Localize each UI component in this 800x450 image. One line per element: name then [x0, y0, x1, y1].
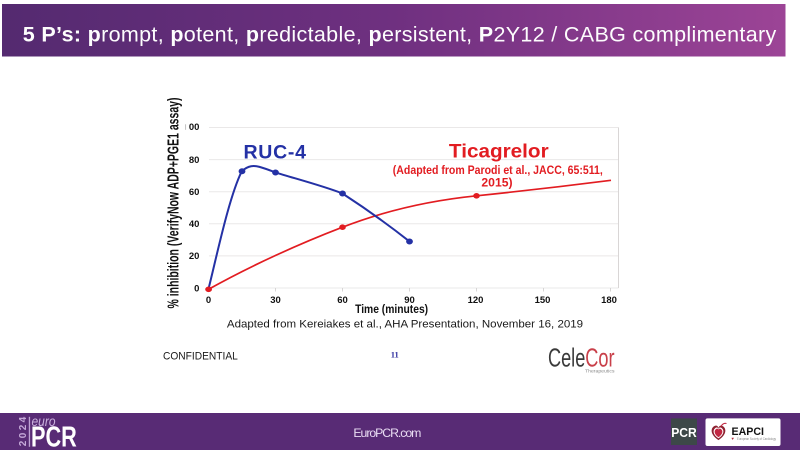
- svg-text:% inhibition (VerifyNow ADP+PG: % inhibition (VerifyNow ADP+PGE1 assay): [166, 98, 183, 309]
- svg-text:30: 30: [270, 295, 281, 306]
- svg-text:60: 60: [189, 187, 200, 198]
- svg-text:80: 80: [189, 155, 200, 166]
- svg-text:40: 40: [189, 219, 200, 230]
- svg-text:100: 100: [184, 122, 200, 133]
- svg-text:PCR: PCR: [671, 425, 697, 440]
- svg-text:11: 11: [391, 350, 399, 360]
- svg-text:20: 20: [189, 251, 200, 262]
- svg-text:♥: ♥: [732, 436, 735, 441]
- svg-text:150: 150: [535, 295, 551, 306]
- svg-text:EuroPCR.com: EuroPCR.com: [353, 426, 421, 440]
- svg-text:0: 0: [206, 295, 211, 306]
- svg-text:CeleCor: CeleCor: [548, 343, 615, 373]
- svg-text:EAPCI: EAPCI: [732, 426, 765, 438]
- svg-text:120: 120: [468, 295, 484, 306]
- svg-text:euro: euro: [32, 413, 56, 429]
- svg-text:2024: 2024: [18, 416, 29, 446]
- svg-text:2015): 2015): [481, 175, 512, 189]
- svg-text:Therapeutics: Therapeutics: [585, 369, 615, 374]
- svg-text:(Adapted from Parodi et al., J: (Adapted from Parodi et al., JACC, 65:51…: [393, 163, 603, 177]
- svg-text:60: 60: [337, 295, 348, 306]
- svg-text:180: 180: [601, 295, 617, 306]
- svg-text:0: 0: [194, 283, 199, 294]
- svg-text:90: 90: [404, 295, 415, 306]
- svg-text:PCR: PCR: [31, 422, 77, 450]
- svg-text:5 P’s: prompt, potent, predict: 5 P’s: prompt, potent, predictable, pers…: [23, 23, 777, 47]
- svg-text:Adapted from Kereiakes et al.,: Adapted from Kereiakes et al., AHA Prese…: [227, 318, 583, 330]
- svg-text:RUC-4: RUC-4: [244, 142, 307, 164]
- svg-text:Time (minutes): Time (minutes): [355, 304, 428, 316]
- svg-text:Ticagrelor: Ticagrelor: [449, 141, 549, 163]
- svg-text:CONFIDENTIAL: CONFIDENTIAL: [163, 350, 238, 362]
- svg-text:European Society of Cardiology: European Society of Cardiology: [737, 437, 776, 441]
